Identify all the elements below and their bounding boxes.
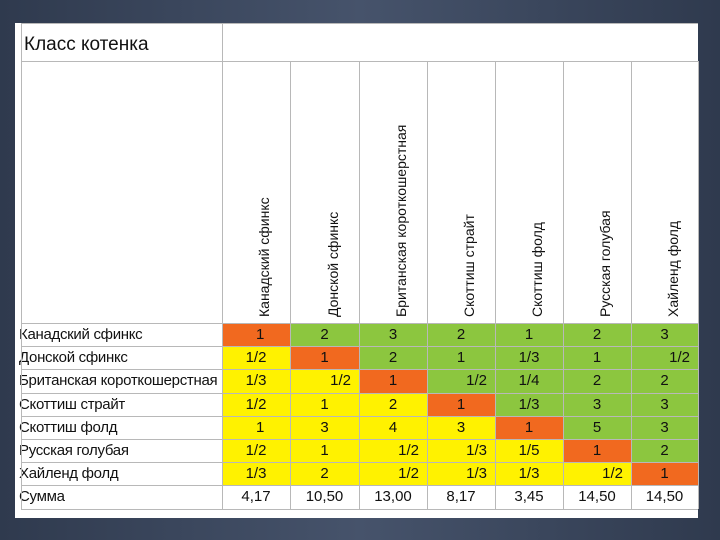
table-cell: 1/3	[495, 392, 563, 416]
table-cell: 1/3	[427, 462, 495, 486]
table-cell: 3	[427, 415, 495, 439]
grid-line	[21, 369, 698, 371]
grid-line	[631, 61, 632, 509]
grid-line	[21, 462, 698, 464]
table-cell: 1	[290, 439, 359, 463]
grid-line	[495, 61, 496, 509]
sum-cell: 8,17	[446, 488, 476, 506]
table-cell: 5	[563, 415, 631, 439]
grid-line	[21, 323, 698, 324]
table-title: Класс котенка	[24, 34, 149, 55]
grid-line	[21, 508, 698, 510]
sum-cell: 3,45	[514, 488, 544, 506]
table-cell: 1	[495, 415, 563, 439]
row-label: Хайленд фолд	[19, 465, 119, 483]
grid-line	[698, 61, 699, 509]
table-cell: 1/3	[495, 346, 563, 370]
grid-line	[359, 61, 360, 509]
table-cell: 1/5	[495, 439, 563, 463]
table-cell: 1	[563, 439, 631, 463]
table-cell: 1	[427, 392, 495, 416]
table-cell: 1	[631, 462, 698, 486]
table-cell: 1/2	[359, 439, 427, 463]
table-cell: 3	[359, 323, 427, 347]
table-cell: 1/3	[222, 462, 290, 486]
table-cell: 1/2	[222, 346, 290, 370]
grid-line	[21, 392, 698, 394]
table-cell: 2	[427, 323, 495, 347]
table-cell: 3	[563, 392, 631, 416]
row-label: Скоттиш страйт	[19, 395, 126, 413]
sum-label: Сумма	[19, 488, 65, 506]
table-cell: 1/3	[222, 369, 290, 393]
table-cell: 1/2	[359, 462, 427, 486]
table-cell: 2	[563, 323, 631, 347]
table-cell: 1/3	[427, 439, 495, 463]
table-cell: 1/3	[495, 462, 563, 486]
grid-line	[21, 346, 698, 348]
table-cell: 1	[290, 346, 359, 370]
column-header: Канадский сфинкс	[256, 197, 273, 317]
grid-line	[21, 23, 22, 509]
grid-line	[21, 439, 698, 440]
row-label: Канадский сфинкс	[19, 326, 143, 343]
table-cell: 2	[359, 346, 427, 370]
table-cell: 1/2	[631, 346, 698, 370]
grid-line	[21, 23, 698, 24]
table-cell: 1/2	[222, 392, 290, 416]
table-cell: 1	[495, 323, 563, 347]
table-cell: 1	[563, 346, 631, 370]
sum-cell: 13,00	[374, 488, 412, 506]
table-cell: 1/2	[222, 439, 290, 463]
grid-line	[21, 61, 698, 62]
column-header: Скоттиш фолд	[529, 222, 546, 317]
column-header: Русская голубая	[597, 210, 614, 317]
table-cell: 1/4	[495, 369, 563, 393]
row-label: Скоттиш фолд	[19, 418, 118, 436]
grid-line	[427, 61, 428, 509]
sum-cell: 10,50	[305, 488, 344, 506]
table-cell: 1/2	[427, 369, 495, 393]
table-cell: 1	[222, 415, 290, 439]
row-label: Донской сфинкс	[19, 349, 128, 367]
column-header: Хайленд фолд	[664, 220, 681, 317]
table-cell: 4	[359, 415, 427, 439]
grid-line	[222, 23, 223, 509]
column-header: Донской сфинкс	[324, 211, 341, 317]
table-cell: 1	[290, 392, 359, 416]
table-cell: 2	[631, 439, 698, 463]
table-cell: 2	[290, 462, 359, 486]
table-cell: 1	[359, 369, 427, 393]
table-cell: 1/2	[290, 369, 359, 393]
table-cell: 2	[631, 369, 698, 393]
table-cell: 3	[290, 415, 359, 439]
grid-line	[563, 61, 564, 509]
table-cell: 3	[631, 415, 698, 439]
table-cell: 3	[631, 323, 698, 347]
table-cell: 1/2	[563, 462, 631, 486]
table-cell: 3	[631, 392, 698, 416]
sum-cell: 4,17	[241, 488, 271, 506]
grid-line	[290, 61, 291, 509]
table-cell: 1	[427, 346, 495, 370]
grid-line	[21, 415, 698, 417]
table-cell: 2	[563, 369, 631, 393]
table-cell: 1	[222, 323, 290, 347]
table-cell: 2	[359, 392, 427, 416]
spreadsheet: Класс котенка Канадский сфинкс Донской сф…	[15, 23, 699, 518]
sum-cell: 14,50	[578, 488, 616, 506]
column-header: Британская короткошерстная	[393, 124, 410, 317]
row-label: Британская короткошерстная	[19, 372, 218, 390]
column-header: Скоттиш страйт	[461, 214, 478, 317]
table-cell: 2	[290, 323, 359, 347]
sum-cell: 14,50	[645, 488, 684, 506]
grid-line	[21, 485, 698, 487]
row-label: Русская голубая	[19, 442, 129, 459]
